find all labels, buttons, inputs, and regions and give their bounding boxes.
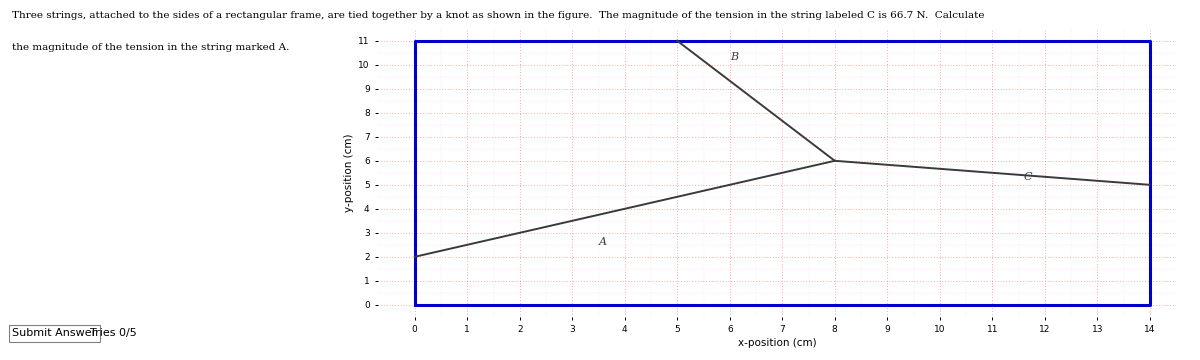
Y-axis label: y-position (cm): y-position (cm): [344, 134, 354, 212]
Text: Three strings, attached to the sides of a rectangular frame, are tied together b: Three strings, attached to the sides of …: [12, 11, 984, 20]
Text: the magnitude of the tension in the string marked A.: the magnitude of the tension in the stri…: [12, 43, 289, 52]
X-axis label: x-position (cm): x-position (cm): [738, 338, 816, 348]
Text: B: B: [730, 52, 738, 62]
Text: A: A: [599, 237, 606, 247]
Text: Submit Answer: Submit Answer: [12, 328, 96, 338]
Text: C: C: [1024, 172, 1032, 182]
Text: Tries 0/5: Tries 0/5: [90, 328, 137, 338]
